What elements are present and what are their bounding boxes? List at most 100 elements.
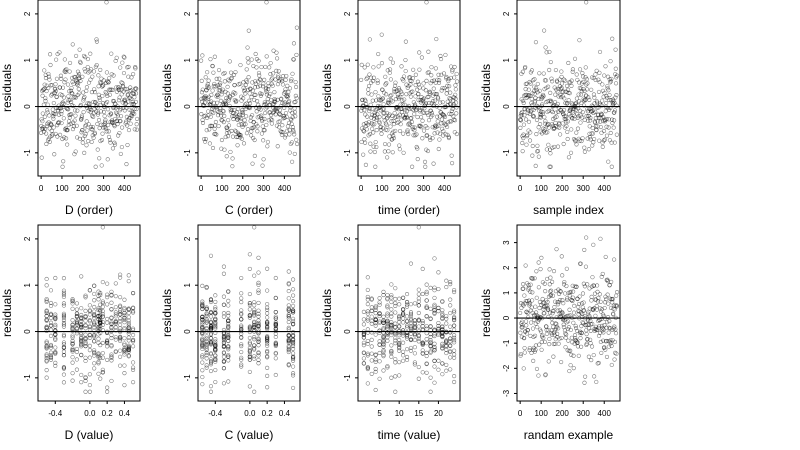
data-point — [393, 331, 398, 337]
data-point — [270, 111, 276, 116]
data-point — [200, 340, 205, 346]
x-tick-label: 100 — [375, 184, 389, 193]
data-point — [406, 131, 411, 137]
data-point — [533, 95, 538, 101]
data-point — [379, 131, 384, 136]
data-point — [529, 101, 534, 106]
data-point — [122, 297, 127, 302]
data-point — [208, 314, 214, 319]
data-point — [397, 319, 402, 324]
data-point — [82, 94, 87, 100]
data-point — [397, 338, 402, 343]
data-point — [585, 136, 590, 141]
data-point — [100, 304, 105, 309]
data-point — [542, 281, 547, 286]
data-point — [438, 53, 443, 59]
data-point — [109, 378, 114, 384]
data-point — [100, 94, 105, 99]
data-point — [286, 337, 291, 342]
data-point — [247, 324, 252, 329]
data-points — [199, 0, 300, 169]
data-point — [555, 144, 561, 149]
data-point — [82, 150, 87, 155]
data-point — [213, 337, 218, 342]
data-point — [87, 355, 92, 360]
data-point — [401, 312, 406, 317]
data-point — [420, 324, 425, 329]
data-point — [201, 114, 206, 119]
data-point — [113, 335, 118, 340]
data-point — [436, 146, 441, 152]
data-point — [221, 381, 227, 386]
data-point — [388, 56, 393, 61]
data-point — [612, 324, 617, 329]
data-point — [523, 298, 528, 304]
data-point — [534, 295, 539, 300]
data-point — [265, 343, 270, 348]
data-point — [272, 90, 277, 95]
data-point — [257, 105, 262, 110]
data-point — [381, 349, 386, 354]
data-point — [87, 389, 92, 394]
data-point — [582, 247, 587, 252]
data-point — [452, 316, 457, 321]
data-point — [600, 144, 605, 149]
data-point — [599, 112, 604, 117]
data-point — [256, 290, 261, 295]
data-point — [79, 337, 84, 343]
data-point — [291, 330, 296, 335]
data-point — [249, 95, 254, 100]
data-point — [562, 125, 568, 130]
data-point — [416, 303, 421, 308]
data-point — [429, 65, 434, 70]
data-point — [56, 121, 61, 126]
data-point — [600, 82, 605, 87]
data-point — [407, 106, 412, 112]
data-point — [564, 296, 570, 301]
data-point — [424, 289, 429, 294]
data-point — [554, 110, 559, 115]
data-point — [523, 319, 529, 324]
data-point — [74, 331, 79, 336]
data-point — [548, 292, 553, 298]
data-point — [213, 353, 218, 358]
data-point — [44, 296, 49, 302]
data-point — [48, 342, 54, 347]
data-point — [247, 340, 252, 345]
data-point — [203, 136, 208, 142]
data-point — [53, 350, 58, 355]
data-point — [116, 87, 121, 92]
data-point — [254, 109, 259, 114]
data-point — [412, 337, 417, 343]
data-point — [275, 56, 280, 61]
data-point — [234, 110, 240, 115]
data-point — [204, 312, 209, 317]
data-point — [412, 125, 417, 130]
data-point — [405, 129, 410, 134]
data-point — [398, 94, 403, 100]
data-point — [536, 96, 541, 102]
data-point — [449, 108, 454, 113]
data-point — [431, 161, 436, 166]
data-point — [592, 101, 597, 106]
data-point — [257, 77, 262, 82]
data-point — [385, 338, 390, 343]
data-point — [79, 380, 84, 385]
data-point — [559, 69, 564, 74]
data-point — [397, 128, 403, 134]
data-point — [401, 150, 406, 155]
data-point — [523, 329, 528, 334]
data-point — [286, 339, 291, 344]
data-point — [83, 336, 88, 341]
data-point — [118, 151, 123, 157]
data-point — [592, 291, 598, 296]
data-point — [385, 128, 390, 133]
data-point — [558, 93, 563, 98]
data-point — [79, 325, 84, 330]
data-point — [362, 65, 367, 70]
data-point — [204, 329, 209, 334]
x-tick-label: 100 — [215, 184, 229, 193]
data-point — [75, 82, 80, 88]
data-point — [109, 358, 114, 363]
data-point — [245, 56, 250, 61]
